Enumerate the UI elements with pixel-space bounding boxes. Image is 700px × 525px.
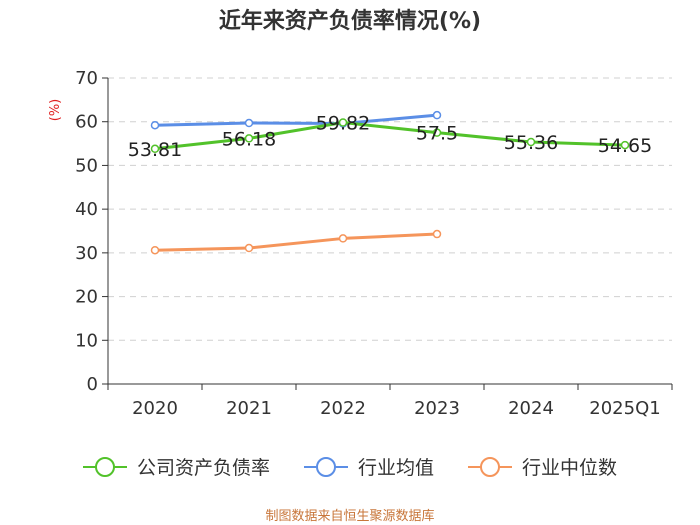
data-point [338, 234, 348, 243]
legend: 公司资产负债率 行业均值 行业中位数 [83, 457, 617, 479]
data-point [432, 229, 442, 239]
data-label: 55.36 [504, 132, 558, 154]
y-tick-label: 70 [75, 68, 98, 89]
data-label: 54.65 [598, 135, 652, 157]
data-point [338, 118, 348, 127]
y-tick-label: 0 [87, 374, 98, 395]
x-tick-label: 2024 [508, 398, 554, 419]
data-label: 59.82 [316, 113, 370, 135]
data-point [526, 137, 536, 147]
y-axis-label: (%) [48, 99, 63, 122]
data-point [244, 134, 254, 143]
data-point [244, 118, 254, 128]
legend-marker [316, 457, 336, 477]
legend-label: 行业均值 [358, 457, 434, 479]
legend-label: 公司资产负债率 [137, 457, 270, 479]
series-lines [150, 110, 630, 255]
data-label: 53.81 [128, 139, 182, 161]
data-point [244, 243, 254, 253]
data-point [150, 144, 160, 154]
grid-lines [108, 77, 672, 341]
series-line [153, 121, 627, 151]
legend-label: 行业中位数 [522, 457, 617, 479]
y-tick-label: 10 [75, 330, 98, 351]
data-point [150, 245, 160, 255]
data-point [150, 120, 160, 130]
data-point [432, 128, 442, 137]
x-tick-label: 2023 [414, 398, 460, 419]
x-tick-label: 2025Q1 [589, 398, 660, 419]
x-tick-label: 2022 [320, 398, 366, 419]
y-tick-label: 60 [75, 112, 98, 133]
data-point [432, 110, 442, 120]
chart-title: 近年来资产负债率情况(%) [219, 8, 481, 34]
source-note: 制图数据来自恒生聚源数据库 [265, 508, 434, 524]
data-label: 57.5 [416, 123, 458, 145]
x-tick-label: 2021 [226, 398, 272, 419]
series-line [153, 232, 439, 252]
data-point [620, 140, 630, 150]
y-tick-label: 30 [75, 243, 98, 264]
series-line [153, 113, 439, 127]
legend-marker [95, 457, 115, 477]
x-tick-label: 2020 [132, 398, 178, 419]
y-tick-label: 50 [75, 155, 98, 176]
y-tick-label: 40 [75, 199, 98, 220]
data-label: 56.18 [222, 128, 276, 150]
axes: 0 10 20 30 40 50 60 70 2020 2021 2022 2023 2024 2025Q… [75, 68, 673, 419]
legend-marker [480, 457, 500, 477]
data-labels: 53.81 56.18 59.82 57.5 55.36 54.65 [128, 113, 652, 161]
y-tick-label: 20 [75, 287, 98, 308]
